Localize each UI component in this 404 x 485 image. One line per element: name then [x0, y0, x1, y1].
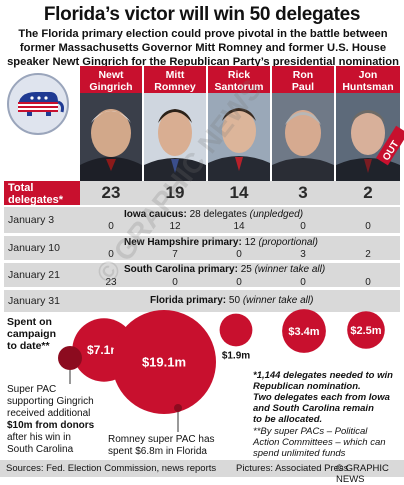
spending-bubble-paul: [282, 309, 326, 353]
cell-value: 0: [236, 249, 242, 260]
spending-label-huntsman: $2.5m: [350, 325, 381, 337]
candidate-name: Jon: [358, 69, 378, 81]
page-subtitle: The Florida primary election could prove…: [7, 28, 399, 68]
footer: Sources: Fed. Election Commission, news …: [0, 460, 404, 485]
cell-value: 0: [108, 221, 114, 232]
spending-label-santorum: $1.9m: [222, 350, 250, 361]
candidate-photo-romney: [144, 93, 206, 181]
gingrich-pac-note: Super PAC supporting Gingrich received a…: [7, 384, 95, 455]
spending-label-paul: $3.4m: [288, 326, 319, 338]
spending-bubbles: $7.1m $19.1m $1.9m $3.4m $2.5m: [58, 309, 385, 432]
candidate-header-romney: Mitt Romney: [144, 66, 206, 93]
row-separator: [4, 260, 400, 263]
super-pac-footnote: **By super PACs – Political Action Commi…: [253, 426, 386, 459]
row-date: January 31: [8, 295, 60, 307]
cell-value: 7: [172, 249, 178, 260]
cell-value: 0: [108, 249, 114, 260]
page-title: Florida’s victor will win 50 delegates: [43, 4, 361, 25]
spending-label-gingrich: $7.1m: [87, 343, 121, 357]
cell-value: 0: [300, 221, 306, 232]
cell-value: 23: [105, 277, 117, 288]
cell-value: 0: [300, 277, 306, 288]
row-date: January 10: [8, 242, 60, 254]
candidate-name: Romney: [154, 81, 196, 93]
row-separator: [4, 287, 400, 290]
row-contest: Florida primary: 50 (winner take all): [150, 295, 314, 306]
cell-value: 0: [236, 277, 242, 288]
footer-sources: Sources: Fed. Election Commission, news …: [6, 463, 217, 474]
row-date: January 21: [8, 269, 60, 281]
row-contest: Iowa caucus: 28 delegates (unpledged): [124, 209, 304, 220]
candidate-name: Newt: [98, 69, 124, 81]
row-contest: New Hampshire primary: 12 (proportional): [124, 237, 318, 248]
romney-pac-note: Romney super PAC has spent $6.8m in Flor…: [108, 434, 215, 457]
candidate-name: Gingrich: [89, 81, 133, 93]
total-delegates-label: Total delegates*: [8, 182, 64, 206]
footer-credit: © GRAPHIC NEWS: [336, 463, 389, 485]
cell-value: 0: [172, 277, 178, 288]
results-table-bg: [4, 207, 400, 312]
republican-elephant-logo: [6, 72, 70, 136]
total-santorum: 14: [229, 183, 249, 202]
total-paul: 3: [298, 183, 308, 202]
row-contest: South Carolina primary: 25 (winner take …: [124, 264, 326, 275]
row-date: January 3: [8, 214, 55, 226]
candidate-photo-santorum: [208, 93, 270, 181]
candidate-header-huntsman: Jon Huntsman: [336, 66, 400, 93]
cell-value: 2: [365, 249, 371, 260]
spent-label: Spent on campaign to date**: [7, 316, 57, 352]
total-romney: 19: [165, 183, 185, 202]
cell-value: 14: [233, 221, 245, 232]
romney-pac-bubble: [174, 404, 182, 412]
candidate-name: Ron: [292, 69, 314, 81]
candidate-name: Huntsman: [342, 81, 394, 93]
candidate-photo-huntsman: [336, 93, 400, 181]
candidate-name: Mitt: [165, 69, 185, 81]
delegate-footnote: *1,144 delegates needed to win Republica…: [253, 370, 393, 425]
footer-pictures: Pictures: Associated Press: [236, 463, 349, 474]
total-huntsman: 2: [363, 183, 373, 202]
candidate-name: Santorum: [214, 81, 264, 93]
cell-value: 0: [365, 277, 371, 288]
spending-bubble-santorum: [219, 313, 253, 347]
cell-value: 12: [169, 221, 181, 232]
candidate-name: Paul: [291, 81, 315, 93]
candidate-header-santorum: Rick Santorum: [208, 66, 270, 93]
candidate-header-gingrich: Newt Gingrich: [80, 66, 142, 93]
candidate-photo-paul: [272, 93, 334, 181]
row-separator: [4, 233, 400, 236]
candidate-name: Rick: [227, 69, 251, 81]
gingrich-pac-bubble: [58, 346, 82, 370]
total-gingrich: 23: [101, 183, 121, 202]
spending-label-romney: $19.1m: [142, 355, 186, 370]
total-values-bg: [80, 181, 400, 205]
candidate-header-paul: Ron Paul: [272, 66, 334, 93]
cell-value: 3: [300, 249, 306, 260]
cell-value: 0: [365, 221, 371, 232]
candidate-photo-gingrich: [80, 93, 142, 181]
spending-bubble-huntsman: [347, 311, 385, 349]
spending-bubble-romney: [112, 310, 216, 414]
